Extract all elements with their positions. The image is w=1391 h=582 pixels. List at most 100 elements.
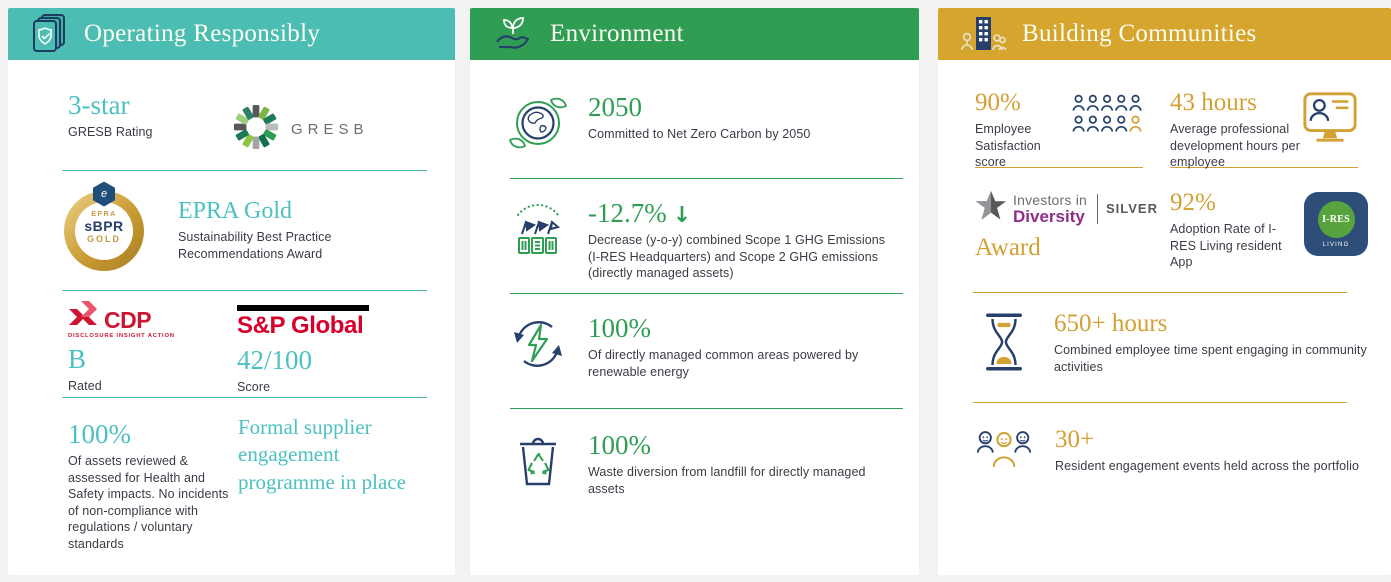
divider <box>510 178 903 179</box>
net-zero-label: Committed to Net Zero Carbon by 2050 <box>588 127 811 142</box>
resident-events-stat: 30+ Resident engagement events held acro… <box>1055 426 1391 475</box>
investors-in-diversity-logo: Investors in Diversity SILVER <box>975 190 1170 227</box>
renewable-energy-value: 100% <box>588 313 651 343</box>
down-arrow-icon: ↓ <box>672 203 692 228</box>
gresb-rating-value: 3-star <box>68 90 130 120</box>
panel-title-environment: Environment <box>550 20 684 47</box>
health-safety-stat: 100% Of assets reviewed & assessed for H… <box>68 414 236 552</box>
gresb-logo: GRESB <box>233 89 369 170</box>
epra-award-row: e EPRA sBPR GOLD EPRA Gold Sustainabilit… <box>8 171 455 290</box>
epra-award-value: EPRA Gold <box>178 197 293 224</box>
gresb-rating-row: 3-star GRESB Rating <box>8 60 455 170</box>
sp-global-score-value: 42/100 <box>237 345 313 375</box>
professional-development-stat: 43 hours Average professional developmen… <box>1170 89 1358 169</box>
professional-development-text: 43 hours Average professional developmen… <box>1170 89 1302 169</box>
globe-leaves-icon <box>508 93 568 178</box>
epra-medal-line2: sBPR <box>84 217 124 234</box>
app-adoption-value: 92% <box>1170 189 1216 216</box>
cdp-rating-stat: CDP DISCLOSURE INSIGHT ACTION B Rated <box>68 301 237 397</box>
divider <box>62 170 427 171</box>
hourglass-icon <box>982 311 1026 402</box>
resident-events-row: 30+ Resident engagement events held acro… <box>938 403 1391 475</box>
sp-global-logo-bar <box>237 305 369 311</box>
cdp-logo-tagline: DISCLOSURE INSIGHT ACTION <box>68 333 175 339</box>
ires-living-app-icon: I-RES LIVING <box>1304 192 1368 256</box>
diversity-app-row: Investors in Diversity SILVER Award 92% … <box>938 168 1391 292</box>
epra-gold-medal-icon: e EPRA sBPR GOLD <box>64 181 144 271</box>
sp-global-score-label: Score <box>237 380 271 395</box>
employee-satisfaction-value: 90% <box>975 89 1021 116</box>
renewable-energy-row: 100% Of directly managed common areas po… <box>470 294 919 408</box>
panel-building-communities: Building Communities 90% Employee Satisf… <box>938 8 1391 575</box>
cdp-rating-value: B <box>68 344 87 374</box>
people-grid-icon <box>1071 90 1145 167</box>
epra-medal-line1: EPRA <box>91 210 117 218</box>
employee-satisfaction-text: 90% Employee Satisfaction score <box>975 89 1071 169</box>
documents-shield-icon <box>30 13 68 55</box>
panel-operating-responsibly: Operating Responsibly 3-star GRESB Ratin… <box>8 8 455 575</box>
professional-development-label: Average professional development hours p… <box>1170 122 1300 170</box>
compliance-row: 100% Of assets reviewed & assessed for H… <box>8 398 455 552</box>
residents-group-icon <box>975 427 1033 475</box>
epra-medal-center: EPRA sBPR GOLD <box>75 201 133 260</box>
panel-title-communities: Building Communities <box>1022 20 1257 47</box>
sp-global-stat: S&P Global 42/100 Score <box>237 305 369 397</box>
divider <box>62 290 427 291</box>
health-safety-value: 100% <box>68 419 131 449</box>
training-monitor-icon <box>1302 90 1358 167</box>
app-adoption-text: 92% Adoption Rate of I-RES Living reside… <box>1170 189 1288 292</box>
diversity-award-tier: SILVER <box>1106 201 1158 216</box>
diversity-star-icon <box>975 190 1007 227</box>
waste-recycling-icon <box>508 431 568 497</box>
net-zero-stat: 2050 Committed to Net Zero Carbon by 205… <box>588 93 900 178</box>
renewable-energy-stat: 100% Of directly managed common areas po… <box>588 314 900 408</box>
building-communities-header: Building Communities <box>938 8 1391 60</box>
divider <box>1097 193 1098 224</box>
employee-stats-row: 90% Employee Satisfaction score <box>938 60 1391 169</box>
cdp-rating-label: Rated <box>68 379 102 394</box>
epra-award-stat: EPRA Gold Sustainability Best Practice R… <box>178 197 373 262</box>
gresb-ring-icon <box>233 104 279 155</box>
gresb-rating-label: GRESB Rating <box>68 125 153 140</box>
gresb-logo-text: GRESB <box>291 121 369 138</box>
epra-medal-line3: GOLD <box>87 233 121 244</box>
ghg-emissions-value: -12.7% ↓ <box>588 198 692 228</box>
net-zero-value: 2050 <box>588 92 642 122</box>
gresb-rating-stat: 3-star GRESB Rating <box>68 85 233 170</box>
community-hours-row: 650+ hours Combined employee time spent … <box>938 293 1391 402</box>
waste-diversion-value: 100% <box>588 430 651 460</box>
diversity-logo-text: Investors in Diversity <box>1013 193 1087 225</box>
divider <box>510 293 903 294</box>
environment-header: Environment <box>470 8 919 60</box>
waste-diversion-stat: 100% Waste diversion from landfill for d… <box>588 431 900 497</box>
employee-satisfaction-label: Employee Satisfaction score <box>975 122 1041 170</box>
professional-development-value: 43 hours <box>1170 89 1257 116</box>
epra-award-label: Sustainability Best Practice Recommendat… <box>178 230 332 261</box>
divider <box>973 402 1347 403</box>
ghg-emissions-stat: -12.7% ↓ Decrease (y-o-y) combined Scope … <box>588 199 900 293</box>
app-adoption-stat: 92% Adoption Rate of I-RES Living reside… <box>1170 189 1391 292</box>
employee-satisfaction-stat: 90% Employee Satisfaction score <box>975 89 1145 169</box>
community-hours-value: 650+ hours <box>1054 310 1168 337</box>
diversity-award-stat: Investors in Diversity SILVER Award <box>975 190 1170 292</box>
waste-diversion-row: 100% Waste diversion from landfill for d… <box>470 409 919 497</box>
cdp-mark-icon <box>68 300 102 331</box>
ratings-row: CDP DISCLOSURE INSIGHT ACTION B Rated S&… <box>8 291 455 397</box>
panel-environment: Environment 2050 Committed to Net Zero C… <box>470 8 919 575</box>
resident-events-value: 30+ <box>1055 426 1095 453</box>
renewable-energy-icon <box>508 314 568 408</box>
buildings-people-icon <box>960 14 1006 54</box>
cdp-logo-text: CDP <box>104 307 152 334</box>
sp-global-logo-text: S&P Global <box>237 312 364 339</box>
divider <box>973 292 1347 293</box>
cdp-logo: CDP <box>68 301 237 334</box>
divider <box>510 408 903 409</box>
resident-events-label: Resident engagement events held across t… <box>1055 459 1359 474</box>
supplier-engagement-stat: Formal supplier engagement programme in … <box>238 414 428 552</box>
diversity-award-value: Award <box>975 234 1041 261</box>
app-adoption-label: Adoption Rate of I-RES Living resident A… <box>1170 222 1282 270</box>
diversity-logo-line2: Diversity <box>1013 206 1085 226</box>
waste-diversion-label: Waste diversion from landfill for direct… <box>588 465 866 496</box>
supplier-engagement-value: Formal supplier engagement programme in … <box>238 415 406 494</box>
